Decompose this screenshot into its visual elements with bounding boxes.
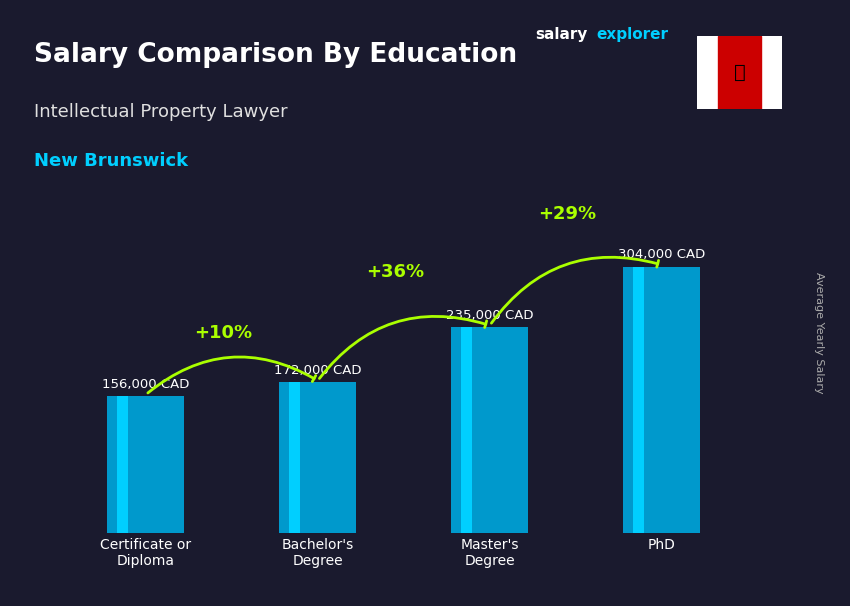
Text: 172,000 CAD: 172,000 CAD	[274, 364, 361, 377]
Bar	[461, 327, 473, 533]
Bar	[107, 396, 184, 533]
Bar	[279, 382, 356, 533]
Text: 156,000 CAD: 156,000 CAD	[102, 378, 190, 391]
Bar	[718, 36, 761, 109]
Text: 🍁: 🍁	[734, 63, 745, 82]
Text: +36%: +36%	[366, 263, 424, 281]
Bar	[451, 327, 529, 533]
Bar	[623, 267, 700, 533]
Text: Salary Comparison By Education: Salary Comparison By Education	[34, 42, 517, 68]
Text: +29%: +29%	[538, 205, 596, 223]
Text: +10%: +10%	[194, 324, 252, 342]
Bar	[761, 36, 782, 109]
Text: 304,000 CAD: 304,000 CAD	[618, 248, 705, 261]
Text: Average Yearly Salary: Average Yearly Salary	[814, 273, 824, 394]
Text: New Brunswick: New Brunswick	[34, 152, 188, 170]
Text: explorer: explorer	[597, 27, 669, 42]
Text: Intellectual Property Lawyer: Intellectual Property Lawyer	[34, 103, 287, 121]
Text: 235,000 CAD: 235,000 CAD	[446, 309, 534, 322]
Bar	[116, 396, 128, 533]
Bar	[289, 382, 300, 533]
Bar	[697, 36, 718, 109]
Text: salary: salary	[536, 27, 588, 42]
Bar	[632, 267, 644, 533]
